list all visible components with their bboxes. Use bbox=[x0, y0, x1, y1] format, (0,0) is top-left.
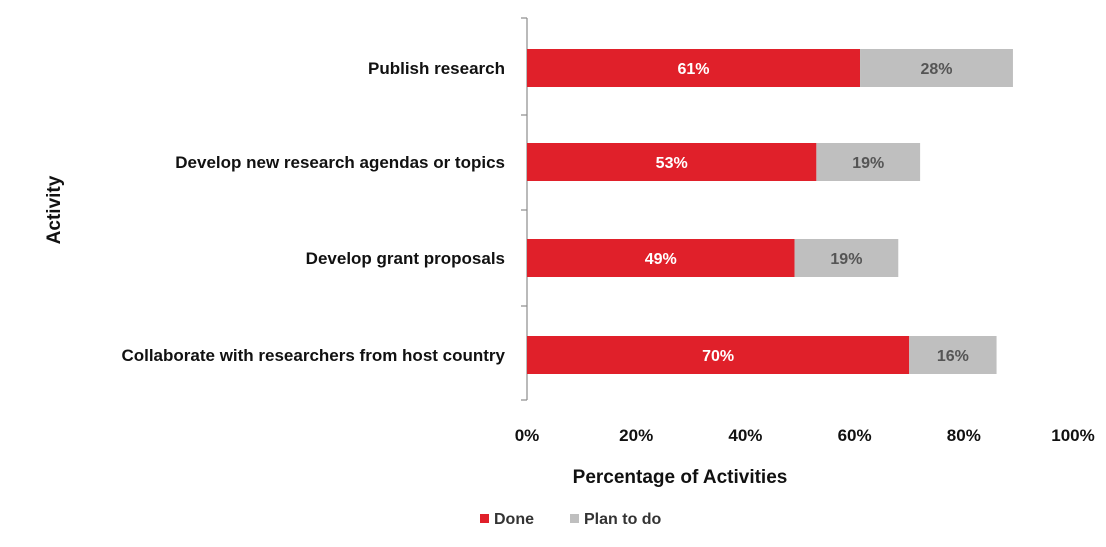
bar-done bbox=[527, 49, 861, 87]
bar-done bbox=[527, 239, 795, 277]
bar-plan-to-do bbox=[909, 336, 997, 374]
x-tick-label: 60% bbox=[838, 426, 872, 445]
legend-swatch bbox=[480, 514, 489, 523]
data-label: 28% bbox=[920, 61, 952, 78]
category-label: Publish research bbox=[368, 59, 505, 78]
y-axis-title: Activity bbox=[44, 175, 65, 244]
data-label: 16% bbox=[937, 348, 969, 365]
bar-done bbox=[527, 336, 910, 374]
data-label: 19% bbox=[830, 251, 862, 268]
bar-plan-to-do bbox=[794, 239, 899, 277]
bar-done bbox=[527, 143, 817, 181]
data-label: 53% bbox=[656, 155, 688, 172]
x-tick-label: 0% bbox=[515, 426, 540, 445]
data-label: 19% bbox=[852, 155, 884, 172]
data-label: 70% bbox=[702, 348, 734, 365]
x-tick-label: 80% bbox=[947, 426, 981, 445]
category-label: Collaborate with researchers from host c… bbox=[121, 346, 505, 365]
x-tick-label: 40% bbox=[728, 426, 762, 445]
x-tick-label: 20% bbox=[619, 426, 653, 445]
x-axis-title: Percentage of Activities bbox=[573, 467, 788, 488]
plot-area: 61% 28% Publish research 53% 19% Develop new … bbox=[121, 17, 1095, 445]
legend-label: Done bbox=[494, 511, 534, 528]
legend: Done Plan to do bbox=[480, 511, 662, 528]
data-label: 61% bbox=[678, 61, 710, 78]
bar-plan-to-do bbox=[860, 49, 1013, 87]
legend-label: Plan to do bbox=[584, 511, 662, 528]
x-tick-label: 100% bbox=[1051, 426, 1094, 445]
bar-plan-to-do bbox=[816, 143, 921, 181]
legend-swatch bbox=[570, 514, 579, 523]
data-label: 49% bbox=[645, 251, 677, 268]
category-label: Develop new research agendas or topics bbox=[175, 153, 505, 172]
category-label: Develop grant proposals bbox=[306, 249, 505, 268]
